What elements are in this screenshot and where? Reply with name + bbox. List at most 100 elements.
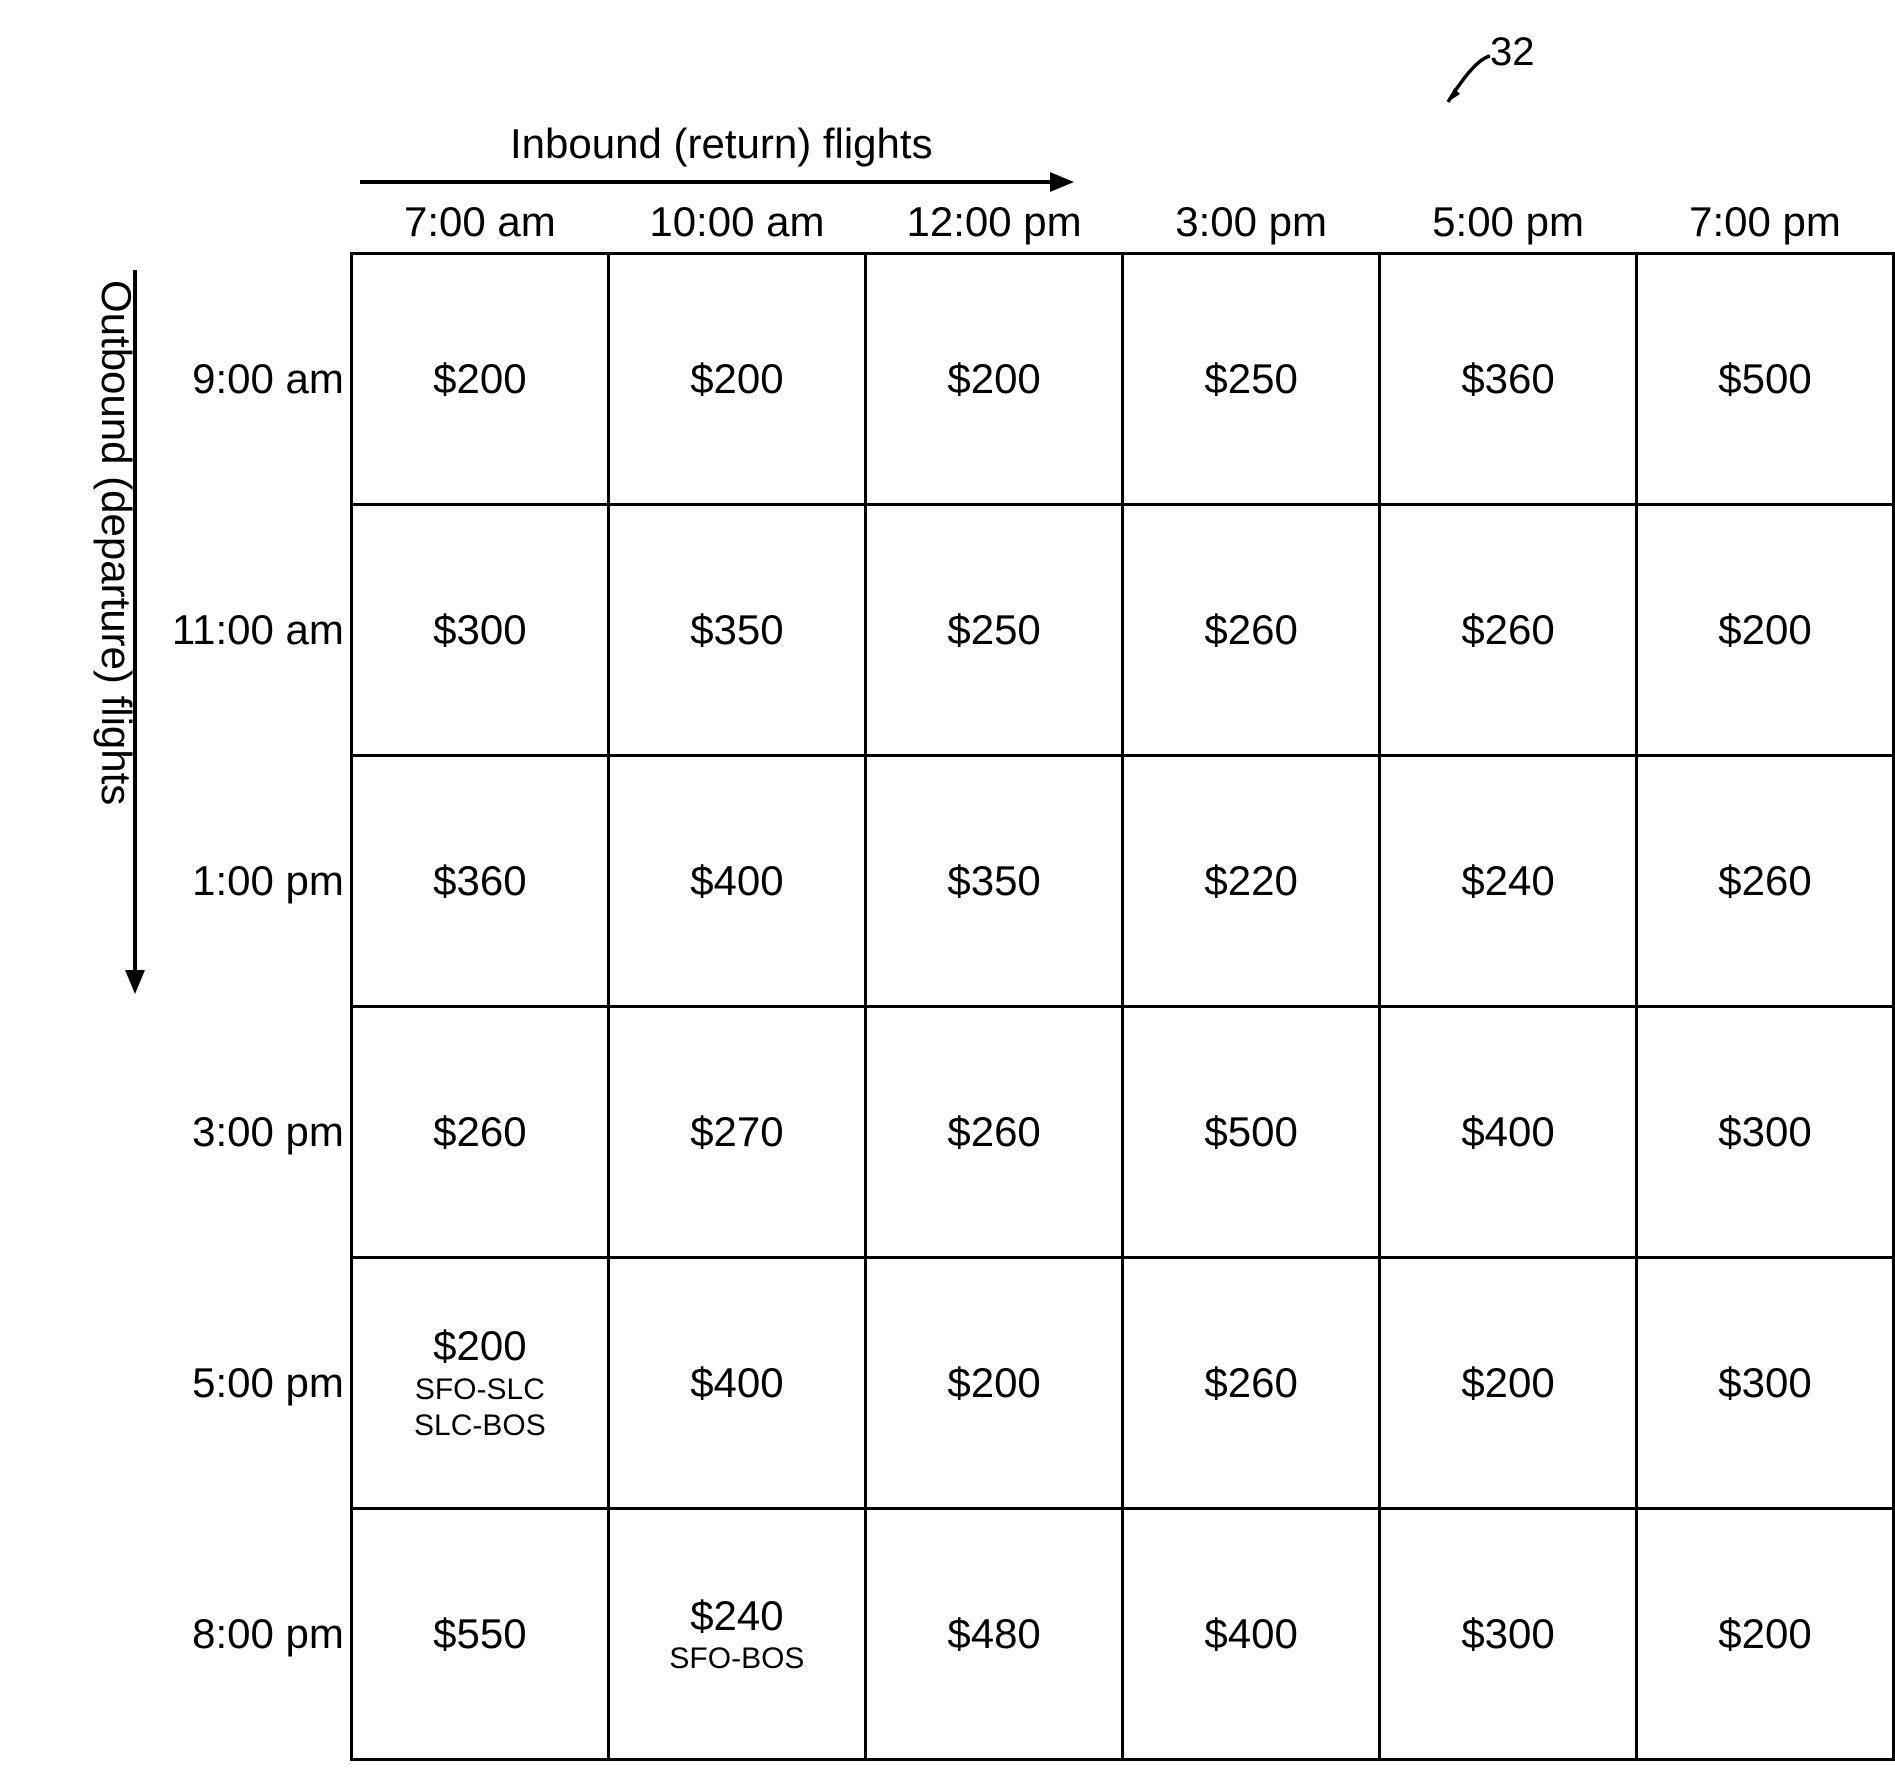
cell-content: $400 — [616, 857, 858, 905]
cell-content: $220 — [1130, 857, 1372, 905]
cell-content: $260 — [1130, 606, 1372, 654]
cell-price: $260 — [873, 1108, 1115, 1156]
price-cell: $260 — [1380, 505, 1637, 756]
price-cell: $200 — [866, 254, 1123, 505]
price-cell: $250 — [1123, 254, 1380, 505]
cell-content: $400 — [616, 1359, 858, 1407]
price-cell: $500 — [1637, 254, 1894, 505]
price-cell: $300 — [351, 505, 608, 756]
price-cell: $200 — [1637, 1509, 1894, 1760]
price-cell: $220 — [1123, 756, 1380, 1007]
cell-content: $300 — [1387, 1610, 1629, 1658]
cell-price: $400 — [1130, 1610, 1372, 1658]
cell-price: $200 — [1387, 1359, 1629, 1407]
row-header: 9:00 am — [130, 254, 351, 505]
price-cell: $200 — [1637, 505, 1894, 756]
cell-price: $270 — [616, 1108, 858, 1156]
cell-detail: SFO-SLC — [359, 1373, 601, 1408]
figure-callout: 32 — [1490, 30, 1535, 75]
column-header: 5:00 pm — [1380, 190, 1637, 254]
cell-price: $480 — [873, 1610, 1115, 1658]
table-row: 11:00 am$300$350$250$260$260$200 — [130, 505, 1894, 756]
cell-price: $300 — [1644, 1359, 1886, 1407]
price-cell: $260 — [1123, 1258, 1380, 1509]
price-cell: $260 — [1637, 756, 1894, 1007]
cell-price: $260 — [1387, 606, 1629, 654]
cell-price: $350 — [616, 606, 858, 654]
price-cell: $270 — [608, 1007, 865, 1258]
cell-price: $260 — [359, 1108, 601, 1156]
cell-price: $350 — [873, 857, 1115, 905]
table-row: 9:00 am$200$200$200$250$360$500 — [130, 254, 1894, 505]
price-grid: 7:00 am10:00 am12:00 pm3:00 pm5:00 pm7:0… — [130, 190, 1895, 1761]
price-cell: $400 — [1380, 1007, 1637, 1258]
cell-price: $360 — [359, 857, 601, 905]
price-cell: $350 — [866, 756, 1123, 1007]
price-cell: $400 — [608, 756, 865, 1007]
price-cell: $200 — [1380, 1258, 1637, 1509]
cell-content: $200 — [873, 1359, 1115, 1407]
price-cell: $260 — [866, 1007, 1123, 1258]
cell-content: $200 — [1644, 606, 1886, 654]
corner-spacer — [130, 190, 351, 254]
cell-price: $500 — [1130, 1108, 1372, 1156]
cell-price: $200 — [873, 1359, 1115, 1407]
price-cell: $260 — [351, 1007, 608, 1258]
cell-content: $200 — [616, 355, 858, 403]
cell-detail: SFO-BOS — [616, 1642, 858, 1677]
price-cell: $260 — [1123, 505, 1380, 756]
cell-price: $360 — [1387, 355, 1629, 403]
price-cell: $300 — [1380, 1509, 1637, 1760]
cell-content: $500 — [1644, 355, 1886, 403]
price-cell: $250 — [866, 505, 1123, 756]
cell-content: $270 — [616, 1108, 858, 1156]
column-header: 10:00 am — [608, 190, 865, 254]
cell-content: $200 — [359, 355, 601, 403]
cell-price: $200 — [359, 1322, 601, 1370]
cell-price: $400 — [616, 857, 858, 905]
cell-price: $200 — [873, 355, 1115, 403]
cell-content: $200 — [873, 355, 1115, 403]
cell-content: $260 — [873, 1108, 1115, 1156]
cell-price: $240 — [616, 1592, 858, 1640]
cell-price: $300 — [1387, 1610, 1629, 1658]
column-header: 12:00 pm — [866, 190, 1123, 254]
table-row: 3:00 pm$260$270$260$500$400$300 — [130, 1007, 1894, 1258]
cell-price: $550 — [359, 1610, 601, 1658]
price-cell: $360 — [351, 756, 608, 1007]
cell-price: $400 — [1387, 1108, 1629, 1156]
price-cell: $400 — [608, 1258, 865, 1509]
cell-price: $200 — [1644, 606, 1886, 654]
cell-content: $260 — [1644, 857, 1886, 905]
cell-price: $250 — [873, 606, 1115, 654]
cell-content: $480 — [873, 1610, 1115, 1658]
cell-content: $240SFO-BOS — [616, 1592, 858, 1677]
figure-page: 32 Inbound (return) flights Outbound (de… — [0, 0, 1895, 1788]
price-cell: $360 — [1380, 254, 1637, 505]
price-cell: $550 — [351, 1509, 608, 1760]
callout-leader-icon — [1430, 50, 1500, 120]
row-header: 5:00 pm — [130, 1258, 351, 1509]
table-row: 1:00 pm$360 $400 $350 $220 $240 $260 — [130, 756, 1894, 1007]
cell-content: $360 — [1387, 355, 1629, 403]
cell-detail: SLC-BOS — [359, 1409, 601, 1444]
price-cell: $200 — [351, 254, 608, 505]
row-header: 8:00 pm — [130, 1509, 351, 1760]
cell-price: $260 — [1130, 1359, 1372, 1407]
table-row: 5:00 pm$200SFO-SLCSLC-BOS$400$200$260$20… — [130, 1258, 1894, 1509]
cell-price: $220 — [1130, 857, 1372, 905]
cell-content: $200SFO-SLCSLC-BOS — [359, 1322, 601, 1443]
cell-price: $240 — [1387, 857, 1629, 905]
cell-content: $500 — [1130, 1108, 1372, 1156]
price-cell: $240 — [1380, 756, 1637, 1007]
row-header: 1:00 pm — [130, 756, 351, 1007]
column-header: 7:00 am — [351, 190, 608, 254]
cell-price: $260 — [1644, 857, 1886, 905]
cell-price: $200 — [616, 355, 858, 403]
table-row: 8:00 pm$550 $240SFO-BOS $480 $400 $300$200 — [130, 1509, 1894, 1760]
row-header: 3:00 pm — [130, 1007, 351, 1258]
price-cell: $200 — [866, 1258, 1123, 1509]
cell-content: $300 — [1644, 1108, 1886, 1156]
cell-content: $550 — [359, 1610, 601, 1658]
column-header: 7:00 pm — [1637, 190, 1894, 254]
